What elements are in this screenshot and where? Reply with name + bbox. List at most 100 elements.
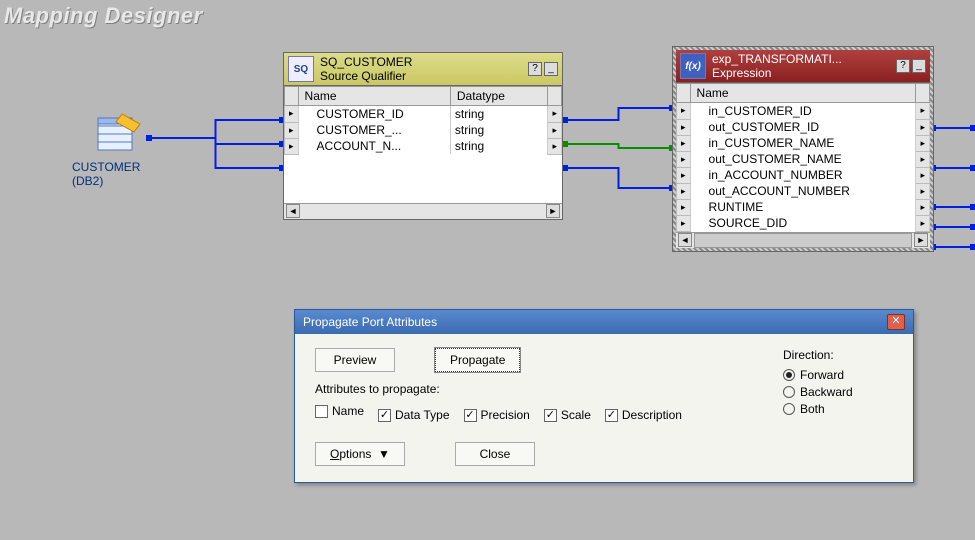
port-out-arrow[interactable]: ▸ bbox=[916, 167, 930, 183]
port-out-arrow[interactable]: ▸ bbox=[548, 122, 562, 138]
port-name: out_CUSTOMER_ID bbox=[690, 119, 916, 135]
port-name: out_CUSTOMER_NAME bbox=[690, 151, 916, 167]
radio-backward[interactable]: Backward bbox=[783, 385, 893, 399]
table-row[interactable]: ▸ACCOUNT_N...string▸ bbox=[285, 138, 562, 154]
table-row[interactable]: ▸out_ACCOUNT_NUMBER▸ bbox=[677, 183, 930, 199]
table-row[interactable]: ▸in_ACCOUNT_NUMBER▸ bbox=[677, 167, 930, 183]
expression-icon: f(x) bbox=[680, 53, 706, 79]
port-out-arrow[interactable]: ▸ bbox=[916, 135, 930, 151]
sq-help-button[interactable]: ? bbox=[528, 62, 542, 76]
sq-subtitle: Source Qualifier bbox=[320, 69, 522, 83]
checkbox-box bbox=[315, 405, 328, 418]
exp-minimize-button[interactable]: _ bbox=[912, 59, 926, 73]
port-in-arrow[interactable]: ▸ bbox=[285, 122, 299, 138]
table-row[interactable]: ▸out_CUSTOMER_NAME▸ bbox=[677, 151, 930, 167]
port-name: CUSTOMER_ID bbox=[298, 106, 450, 123]
port-in-arrow[interactable]: ▸ bbox=[677, 167, 691, 183]
port-in-arrow[interactable]: ▸ bbox=[285, 138, 299, 154]
dialog-propagate-port-attributes: Propagate Port Attributes ✕ Preview Prop… bbox=[294, 309, 914, 483]
options-button[interactable]: Options ▼ bbox=[315, 442, 405, 466]
source-customer[interactable]: CUSTOMER (DB2) bbox=[72, 110, 162, 188]
exp-header[interactable]: f(x) exp_TRANSFORMATI... Expression ? _ bbox=[676, 50, 930, 83]
table-row[interactable]: ▸CUSTOMER_IDstring▸ bbox=[285, 106, 562, 123]
scroll-left-button[interactable]: ◄ bbox=[678, 233, 692, 247]
checkbox-label: Description bbox=[622, 408, 682, 422]
port-name: in_CUSTOMER_NAME bbox=[690, 135, 916, 151]
port-in-arrow[interactable]: ▸ bbox=[285, 106, 299, 123]
port-out-arrow[interactable]: ▸ bbox=[916, 103, 930, 120]
table-row[interactable]: ▸RUNTIME▸ bbox=[677, 199, 930, 215]
port-out-arrow[interactable]: ▸ bbox=[916, 151, 930, 167]
exp-title: exp_TRANSFORMATI... bbox=[712, 52, 890, 66]
port-out-arrow[interactable]: ▸ bbox=[916, 119, 930, 135]
checkbox-box: ✓ bbox=[378, 409, 391, 422]
radio-label: Forward bbox=[800, 368, 844, 382]
port-name: SOURCE_DID bbox=[690, 215, 916, 231]
dialog-close-x[interactable]: ✕ bbox=[887, 314, 905, 330]
port-in-arrow[interactable]: ▸ bbox=[677, 151, 691, 167]
table-row[interactable]: ▸CUSTOMER_...string▸ bbox=[285, 122, 562, 138]
col-port-out bbox=[548, 87, 562, 106]
port-out-arrow[interactable]: ▸ bbox=[548, 106, 562, 123]
checkbox-label: Data Type bbox=[395, 408, 449, 422]
checkbox-scale[interactable]: ✓Scale bbox=[544, 408, 591, 422]
port-in-arrow[interactable]: ▸ bbox=[677, 183, 691, 199]
close-button[interactable]: Close bbox=[455, 442, 535, 466]
direction-radios: Forward Backward Both bbox=[783, 368, 893, 416]
table-row[interactable]: ▸SOURCE_DID▸ bbox=[677, 215, 930, 231]
sq-header[interactable]: SQ SQ_CUSTOMER Source Qualifier ? _ bbox=[284, 53, 562, 86]
sq-minimize-button[interactable]: _ bbox=[544, 62, 558, 76]
port-in-arrow[interactable]: ▸ bbox=[677, 103, 691, 120]
table-row[interactable]: ▸in_CUSTOMER_NAME▸ bbox=[677, 135, 930, 151]
port-in-arrow[interactable]: ▸ bbox=[677, 199, 691, 215]
sq-col-name[interactable]: Name bbox=[298, 87, 450, 106]
canvas-title: Mapping Designer bbox=[4, 3, 203, 29]
preview-button[interactable]: Preview bbox=[315, 348, 395, 372]
checkbox-datatype[interactable]: ✓ Data Type bbox=[378, 408, 449, 422]
radio-forward[interactable]: Forward bbox=[783, 368, 893, 382]
table-row[interactable]: ▸in_CUSTOMER_ID▸ bbox=[677, 103, 930, 120]
scroll-right-button[interactable]: ► bbox=[914, 233, 928, 247]
exp-subtitle: Expression bbox=[712, 66, 890, 80]
scroll-right-button[interactable]: ► bbox=[546, 204, 560, 218]
col-port-in bbox=[285, 87, 299, 106]
sq-hscroll[interactable]: ◄ ► bbox=[284, 203, 562, 219]
port-out-arrow[interactable]: ▸ bbox=[916, 199, 930, 215]
checkbox-precision[interactable]: ✓Precision bbox=[464, 408, 530, 422]
port-name: ACCOUNT_N... bbox=[298, 138, 450, 154]
propagate-label: Propagate bbox=[450, 353, 505, 367]
radio-dot bbox=[783, 369, 795, 381]
exp-help-button[interactable]: ? bbox=[896, 59, 910, 73]
port-name: RUNTIME bbox=[690, 199, 916, 215]
checkbox-label: Precision bbox=[481, 408, 530, 422]
checkbox-description[interactable]: ✓Description bbox=[605, 408, 682, 422]
propagate-button[interactable]: Propagate bbox=[435, 348, 520, 372]
port-out-arrow[interactable]: ▸ bbox=[916, 183, 930, 199]
port-in-arrow[interactable]: ▸ bbox=[677, 215, 691, 231]
port-out-arrow[interactable]: ▸ bbox=[916, 215, 930, 231]
attribute-checkboxes: Name ✓ Data Type ✓Precision ✓Scale ✓Descripti… bbox=[315, 404, 743, 422]
checkbox-label: Scale bbox=[561, 408, 591, 422]
window-exp-transformation[interactable]: f(x) exp_TRANSFORMATI... Expression ? _ … bbox=[672, 46, 934, 252]
sq-table: Name Datatype ▸CUSTOMER_IDstring▸▸CUSTOM… bbox=[284, 86, 562, 155]
options-label: ptions bbox=[339, 447, 371, 461]
scroll-left-button[interactable]: ◄ bbox=[286, 204, 300, 218]
source-label: CUSTOMER (DB2) bbox=[72, 160, 162, 188]
port-in-arrow[interactable]: ▸ bbox=[677, 135, 691, 151]
dialog-titlebar[interactable]: Propagate Port Attributes ✕ bbox=[295, 310, 913, 334]
exp-table: Name ▸in_CUSTOMER_ID▸▸out_CUSTOMER_ID▸▸i… bbox=[676, 83, 930, 232]
port-name: in_ACCOUNT_NUMBER bbox=[690, 167, 916, 183]
window-sq-customer[interactable]: SQ SQ_CUSTOMER Source Qualifier ? _ Name… bbox=[283, 52, 563, 220]
port-out-arrow[interactable]: ▸ bbox=[548, 138, 562, 154]
table-row[interactable]: ▸out_CUSTOMER_ID▸ bbox=[677, 119, 930, 135]
sq-col-datatype[interactable]: Datatype bbox=[450, 87, 548, 106]
attributes-label: Attributes to propagate: bbox=[315, 382, 743, 396]
exp-hscroll[interactable]: ◄ ► bbox=[676, 232, 930, 248]
checkbox-name[interactable]: Name bbox=[315, 404, 364, 418]
direction-label: Direction: bbox=[783, 348, 893, 362]
port-datatype: string bbox=[450, 122, 548, 138]
sq-title: SQ_CUSTOMER bbox=[320, 55, 522, 69]
radio-both[interactable]: Both bbox=[783, 402, 893, 416]
exp-col-name[interactable]: Name bbox=[690, 84, 916, 103]
port-in-arrow[interactable]: ▸ bbox=[677, 119, 691, 135]
